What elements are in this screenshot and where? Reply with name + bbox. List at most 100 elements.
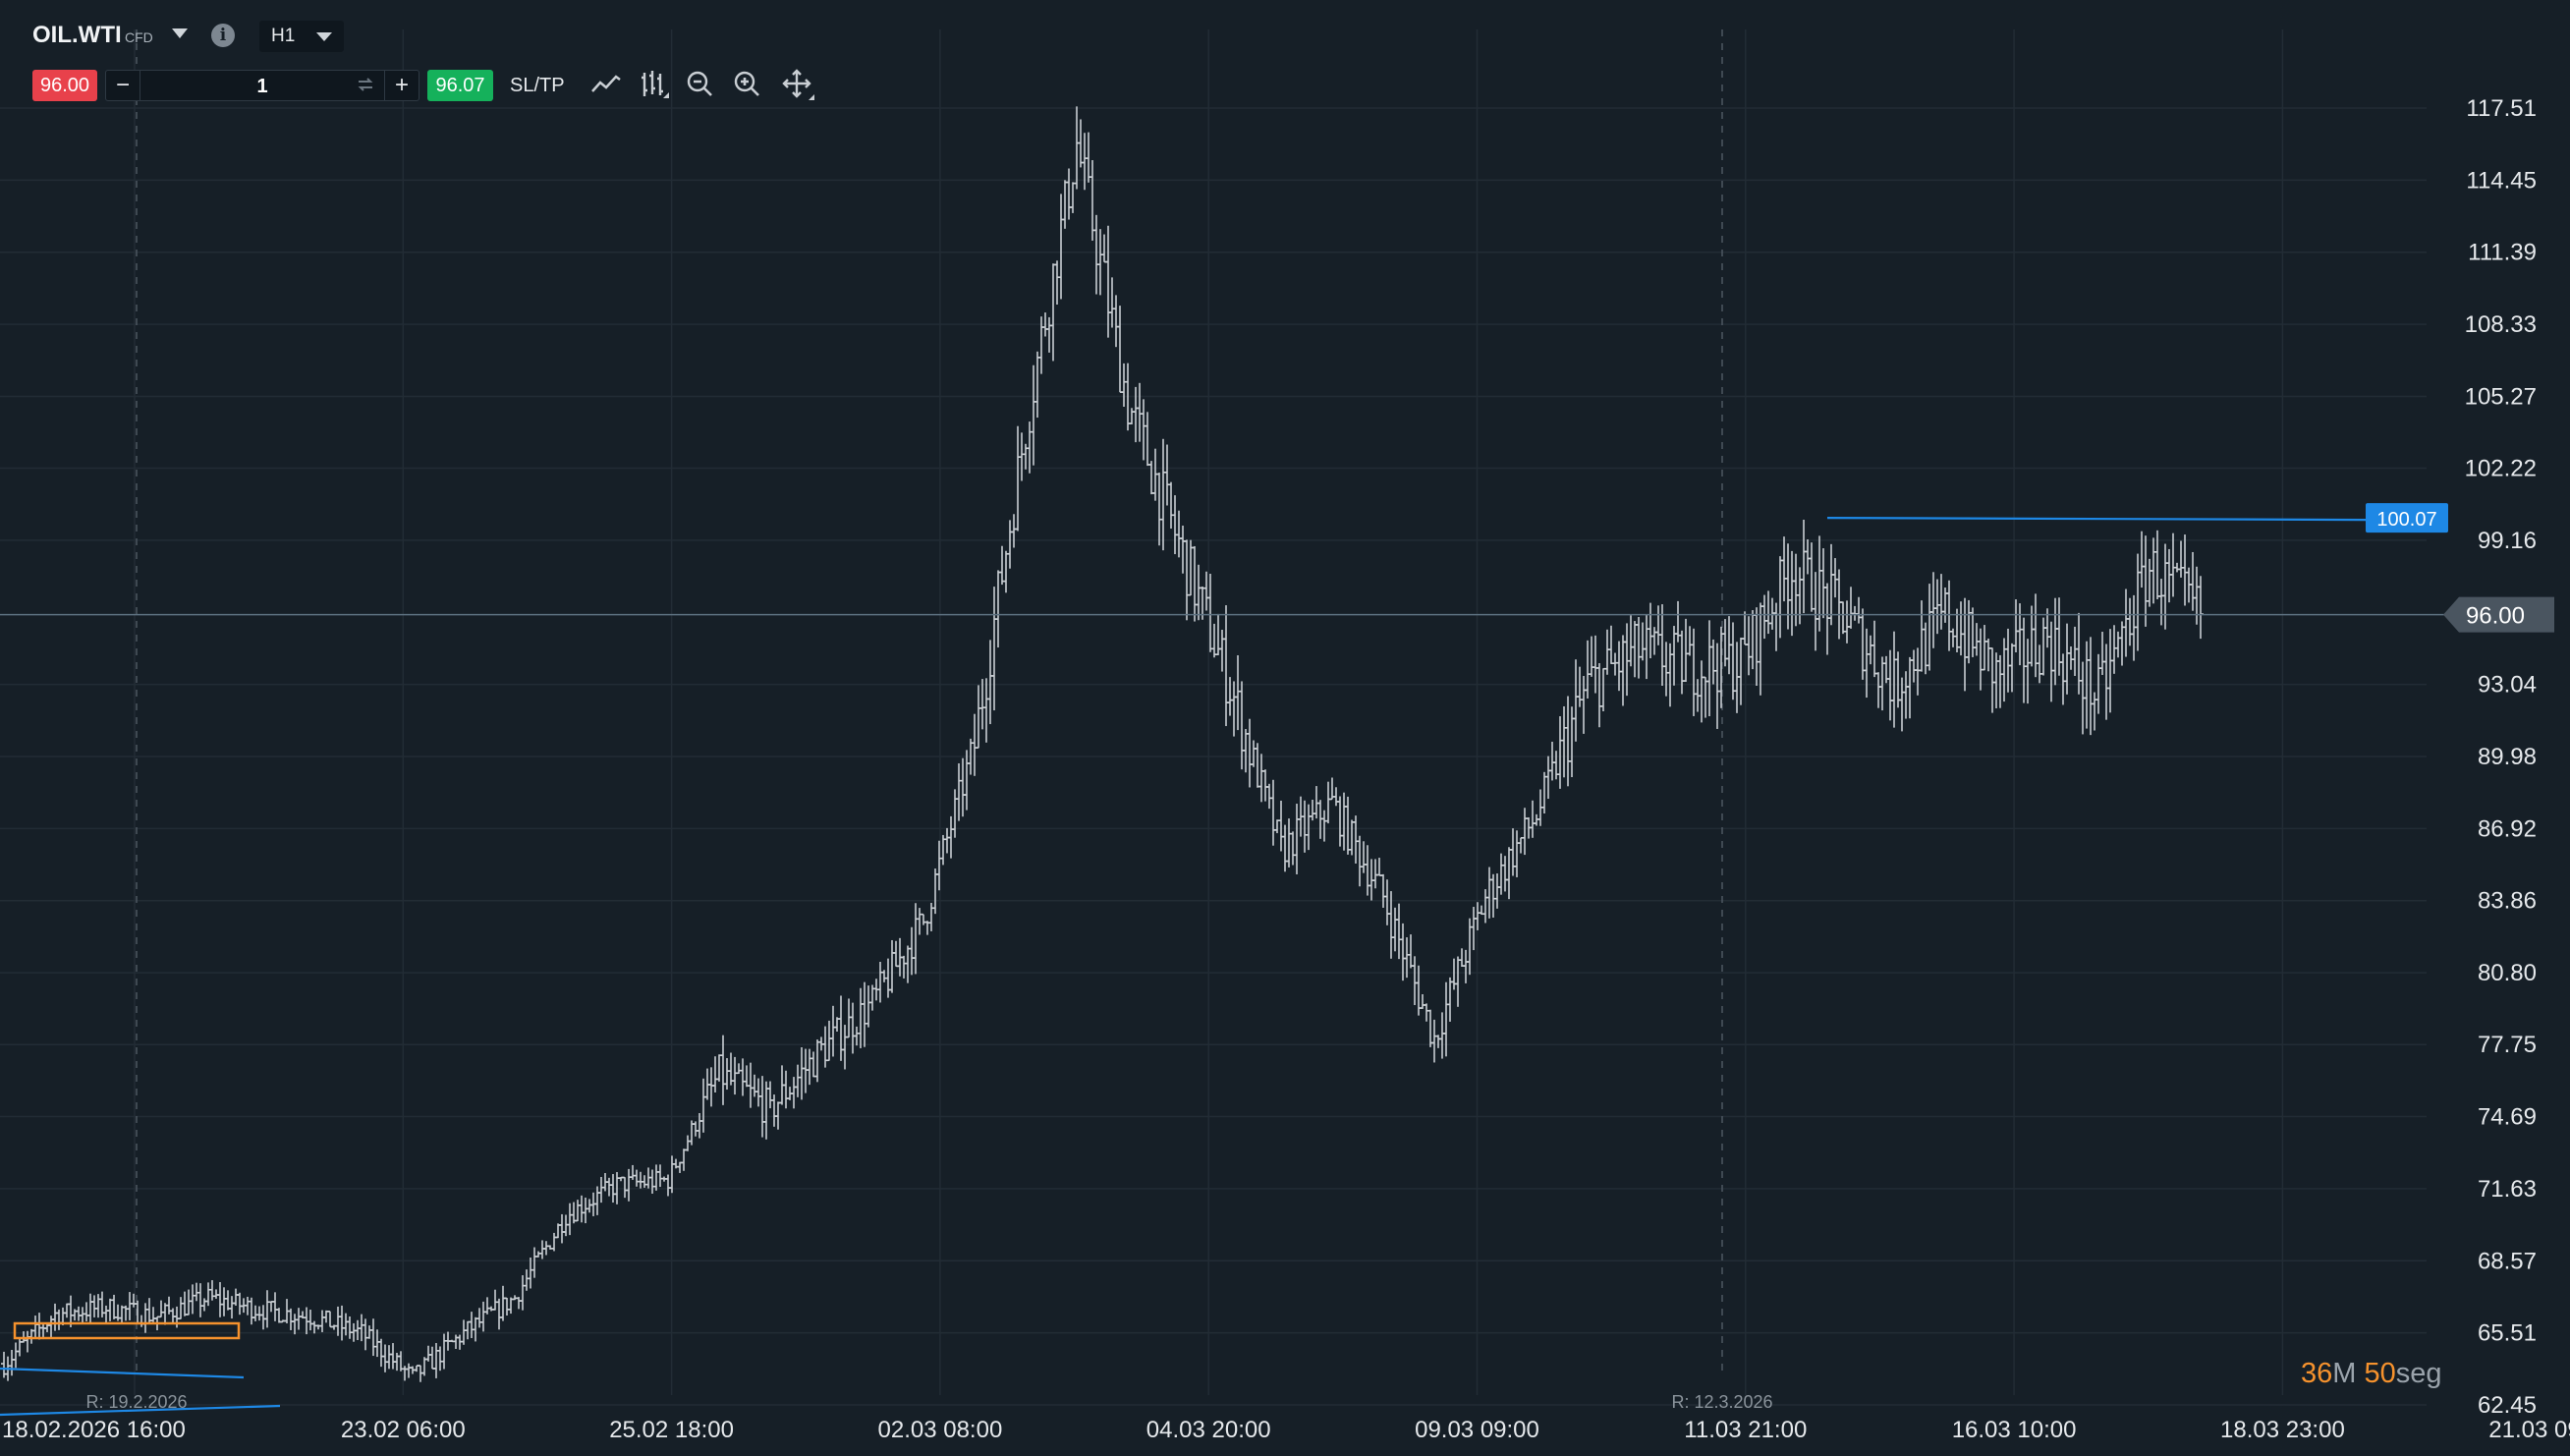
ohlc-bar — [1860, 608, 1866, 680]
ohlc-bar — [759, 1076, 765, 1138]
y-tick-label: 108.33 — [2465, 311, 2537, 338]
ohlc-bar — [1950, 628, 1956, 647]
ohlc-bar — [1097, 229, 1103, 296]
ohlc-bar — [1424, 1003, 1429, 1022]
ohlc-bar — [1714, 643, 1720, 729]
ohlc-bar — [1962, 597, 1968, 692]
quantity-increase-button[interactable]: + — [384, 71, 419, 100]
ohlc-bar — [441, 1333, 447, 1370]
ohlc-bar — [807, 1048, 812, 1086]
quantity-decrease-button[interactable]: − — [106, 71, 140, 100]
ohlc-bar — [1392, 907, 1398, 952]
ohlc-bar — [1730, 622, 1736, 700]
ohlc-bar — [528, 1257, 533, 1289]
ohlc-bar — [311, 1320, 317, 1334]
ohlc-bar — [492, 1289, 498, 1311]
ohlc-bar — [1636, 617, 1642, 679]
ohlc-bar — [1451, 958, 1457, 990]
ohlc-bar — [2182, 534, 2188, 606]
ohlc-bar — [1196, 564, 1201, 621]
ohlc-bar — [2166, 548, 2172, 603]
ohlc-bar — [339, 1305, 345, 1341]
ohlc-bar — [2151, 537, 2156, 604]
ohlc-bar — [1325, 781, 1331, 824]
ohlc-bar — [107, 1298, 113, 1321]
ohlc-bar — [288, 1308, 294, 1330]
ohlc-bar — [1404, 937, 1410, 979]
ohlc-bar — [1294, 804, 1300, 874]
ohlc-bar — [425, 1345, 431, 1362]
ohlc-bar — [2088, 637, 2094, 736]
ohlc-bar — [2017, 603, 2023, 666]
ohlc-bar — [960, 757, 966, 817]
horizontal-line-100-07[interactable] — [1826, 517, 2367, 522]
horizontal-line-label[interactable]: 100.07 — [2366, 503, 2448, 533]
ohlc-bar — [531, 1247, 537, 1278]
ohlc-bar — [2060, 653, 2066, 705]
move-icon[interactable] — [777, 65, 816, 104]
highlight-box[interactable] — [13, 1321, 241, 1340]
trend-line-1[interactable] — [0, 1367, 245, 1379]
ohlc-bar — [1015, 425, 1021, 532]
ohlc-bar — [480, 1301, 486, 1332]
ohlc-bar — [2115, 631, 2121, 658]
current-price-tag: 96.00 — [2443, 596, 2554, 633]
buy-button[interactable]: 96.07 — [427, 70, 493, 101]
ohlc-bar — [1384, 879, 1390, 925]
y-tick-label: 117.51 — [2466, 95, 2537, 122]
ohlc-bar — [1777, 556, 1783, 639]
ohlc-bar — [1518, 836, 1524, 854]
ohlc-bar — [763, 1081, 769, 1140]
ohlc-bar — [1133, 386, 1139, 443]
ohlc-bar — [830, 1005, 836, 1057]
ohlc-bar — [685, 1135, 691, 1151]
ohlc-bar — [1011, 514, 1017, 548]
candles-icon[interactable] — [636, 65, 675, 104]
ohlc-bar — [245, 1296, 251, 1316]
ohlc-bar — [209, 1280, 215, 1301]
ohlc-bar — [1997, 654, 2003, 708]
timeframe-select[interactable]: H1 — [259, 21, 344, 52]
ohlc-bar — [374, 1329, 380, 1358]
ohlc-bar — [1227, 677, 1233, 716]
line-chart-icon[interactable] — [587, 65, 626, 104]
ohlc-bar — [473, 1316, 478, 1342]
ohlc-bar — [559, 1213, 565, 1244]
ohlc-bar — [740, 1058, 746, 1096]
zoom-in-icon[interactable] — [728, 65, 767, 104]
y-tick-label: 68.57 — [2478, 1248, 2537, 1274]
ohlc-bar — [767, 1081, 773, 1109]
sltp-button[interactable]: SL/TP — [510, 75, 565, 96]
ohlc-bar — [1805, 539, 1811, 575]
ohlc-bar — [893, 940, 899, 968]
info-icon[interactable]: i — [211, 24, 235, 47]
ohlc-bar — [657, 1164, 663, 1188]
y-axis: 117.51 114.45 111.39 108.33 105.27 102.22 99.1… — [2465, 95, 2537, 1419]
ohlc-bar — [1494, 873, 1500, 909]
ohlc-bar — [972, 713, 978, 776]
ohlc-bar — [1184, 539, 1190, 621]
y-tick-label: 99.16 — [2478, 528, 2537, 554]
ohlc-bar — [221, 1287, 227, 1316]
ohlc-bar — [1848, 587, 1854, 629]
ohlc-bar — [1313, 786, 1319, 819]
zoom-out-icon[interactable] — [681, 65, 720, 104]
ohlc-bar — [1506, 847, 1512, 900]
ohlc-bar — [182, 1291, 188, 1316]
chevron-down-icon — [316, 32, 332, 41]
x-tick-label: 02.03 08:00 — [878, 1417, 1003, 1443]
symbol-name[interactable]: OIL.WTI — [32, 22, 122, 48]
ohlc-bar — [858, 987, 864, 1048]
chevron-down-icon[interactable] — [172, 28, 188, 38]
ohlc-bar — [1659, 604, 1665, 686]
swap-icon[interactable] — [356, 74, 375, 95]
ohlc-bar — [476, 1308, 482, 1328]
trend-line-2[interactable] — [0, 1404, 281, 1417]
sell-button[interactable]: 96.00 — [32, 70, 97, 101]
countdown-seconds: 50 — [2364, 1358, 2396, 1389]
ohlc-bar — [716, 1054, 722, 1082]
ohlc-bar — [252, 1305, 258, 1321]
x-axis: 18.02.2026 16:00 23.02 06:00 25.02 18:00 02… — [2, 1417, 2570, 1443]
quantity-input[interactable] — [140, 71, 385, 102]
